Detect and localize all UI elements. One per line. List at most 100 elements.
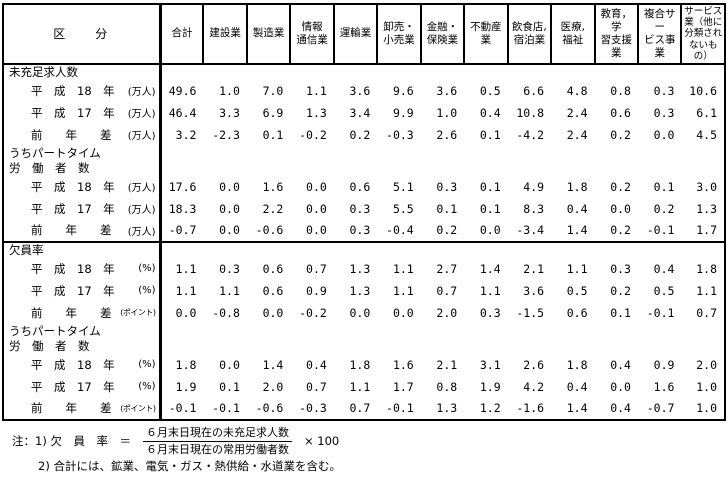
empty-cell <box>638 324 681 354</box>
table-row: 前 年 差 (万人) 3.2 -2.3 0.1 -0.2 0.2 -0.3 2.6 0.1 -4.2… <box>3 123 725 146</box>
value-cell: 0.0 <box>479 223 501 238</box>
value-cell: 0.7 <box>349 401 371 416</box>
empty-cell <box>421 146 464 176</box>
value-cell: -0.1 <box>386 401 414 416</box>
value-cell: 0.7 <box>696 305 717 320</box>
value-cell: 1.2 <box>479 401 501 416</box>
value-cell: 8.3 <box>523 201 545 216</box>
empty-cell <box>681 146 725 176</box>
value-cell: 1.9 <box>479 379 501 394</box>
empty-cell <box>638 64 681 80</box>
empty-cell <box>334 146 377 176</box>
value-cell: 0.1 <box>436 201 458 216</box>
empty-cell <box>594 240 638 258</box>
section-title: 未充足求人数 <box>9 65 78 79</box>
value-cell: 1.0 <box>436 105 458 120</box>
table-body: 未充足求人数平 成 18 年 (万人) 49.6 1.0 7.0 1.1 3.6 9.6 3.6… <box>3 64 725 420</box>
value-cell: 6.1 <box>696 105 717 120</box>
value-cell: -0.4 <box>386 223 414 238</box>
empty-cell <box>290 146 333 176</box>
value-cell: 1.7 <box>696 223 717 238</box>
value-cell: 3.6 <box>349 83 371 98</box>
empty-cell <box>158 64 204 80</box>
value-cell: 0.0 <box>219 179 240 194</box>
value-cell: 2.6 <box>523 357 545 372</box>
value-cell: 1.1 <box>219 283 240 298</box>
empty-cell <box>158 323 204 354</box>
value-cell: 2.4 <box>566 105 588 120</box>
value-cell: 0.0 <box>262 305 284 320</box>
value-cell: 5.1 <box>392 179 414 194</box>
column-header: 合計 <box>158 3 205 65</box>
value-cell: 0.6 <box>262 261 284 276</box>
empty-cell <box>203 240 247 258</box>
empty-cell <box>508 64 551 80</box>
value-cell: 1.3 <box>349 283 371 298</box>
value-cell: 0.0 <box>306 179 327 194</box>
value-cell: 46.4 <box>158 101 204 124</box>
empty-cell <box>595 64 638 80</box>
value-cell: 3.1 <box>479 357 501 372</box>
value-cell: 0.0 <box>219 201 240 216</box>
value-cell: 49.6 <box>158 79 204 102</box>
row-unit: (万人) <box>127 109 156 121</box>
empty-cell <box>203 64 246 80</box>
empty-cell <box>421 64 464 80</box>
value-cell: 1.3 <box>306 105 327 120</box>
vacancy-rate-formula: ６月末日現在の未充足求人数 ６月末日現在の常用労働者数 <box>142 426 292 458</box>
row-label: 平 成 18 年 <box>31 261 115 276</box>
value-cell: 2.6 <box>436 127 458 142</box>
empty-cell <box>464 240 508 258</box>
value-cell: -0.7 <box>158 219 204 242</box>
value-cell: 1.4 <box>566 223 588 238</box>
empty-cell <box>290 240 334 258</box>
footnote-2: 2) 合計には、鉱業、電気・ガス・熱供給・水道業を含む。 <box>38 459 341 474</box>
value-cell: 0.7 <box>306 379 327 394</box>
row-label-cell: 平 成 17 年 (万人) <box>3 198 160 220</box>
value-cell: 1.8 <box>158 353 204 376</box>
value-cell: 0.0 <box>158 301 204 324</box>
empty-cell <box>290 64 333 80</box>
column-header: 飲食店, 宿泊業 <box>506 3 553 65</box>
value-cell: 0.0 <box>392 305 414 320</box>
empty-cell <box>158 240 204 258</box>
value-cell: 1.8 <box>566 357 588 372</box>
value-cell: 0.1 <box>479 179 501 194</box>
value-cell: 1.1 <box>392 261 414 276</box>
table-row: 平 成 17 年 (万人) 46.4 3.3 6.9 1.3 3.4 9.9 1.0 0.4 10.… <box>3 101 725 124</box>
value-cell: 0.3 <box>653 105 675 120</box>
value-cell: 1.8 <box>349 357 371 372</box>
value-cell: 0.6 <box>610 105 631 120</box>
value-cell: 4.8 <box>566 83 588 98</box>
value-cell: 1.8 <box>566 179 588 194</box>
value-cell: 1.1 <box>479 283 501 298</box>
value-cell: 3.4 <box>349 105 371 120</box>
empty-cell <box>681 324 725 354</box>
value-cell: 3.6 <box>523 283 545 298</box>
value-cell: 0.3 <box>653 83 675 98</box>
empty-cell <box>551 64 594 80</box>
value-cell: -0.1 <box>646 305 675 320</box>
value-cell: -4.2 <box>516 127 545 142</box>
value-cell: 3.2 <box>158 123 204 146</box>
value-cell: 1.6 <box>392 357 414 372</box>
value-cell: -1.6 <box>516 401 545 416</box>
value-cell: 1.1 <box>566 261 588 276</box>
row-label: 前 年 差 <box>31 127 112 142</box>
empty-cell <box>681 64 725 80</box>
empty-cell <box>464 146 507 176</box>
value-cell: 2.2 <box>262 201 284 216</box>
header-row: 区 分 合計 建設業 製造業 情報 通信業 運輸業 卸売・ 小売業 金融・ 保険業 不動産業飲… <box>2 3 726 65</box>
empty-cell <box>247 324 290 354</box>
empty-cell <box>508 146 551 176</box>
value-cell: -0.2 <box>299 127 327 142</box>
column-header: 不動産業 <box>463 3 509 65</box>
column-header: 教育，学 習支援業 <box>593 3 639 65</box>
value-cell: 1.6 <box>653 379 675 394</box>
value-cell: -3.4 <box>516 223 545 238</box>
row-label-cell: 平 成 18 年 (%) <box>3 258 160 280</box>
table-row: 平 成 17 年 (%) 1.9 0.1 2.0 0.7 1.1 1.7 0.8 1.9 4.2 0.… <box>3 375 725 398</box>
value-cell: 1.3 <box>349 261 371 276</box>
formula-multiplier: × 100 <box>303 434 340 449</box>
